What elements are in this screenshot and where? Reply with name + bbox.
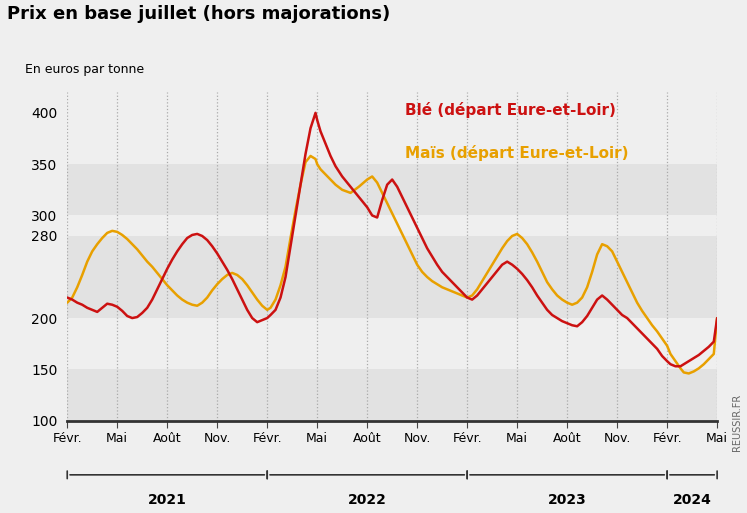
Bar — [67, 215, 717, 236]
Bar — [67, 92, 717, 164]
Bar — [67, 318, 717, 369]
Text: En euros par tonne: En euros par tonne — [25, 63, 144, 76]
Bar — [67, 236, 717, 318]
Text: 2024: 2024 — [673, 493, 712, 507]
Text: REUSSIR.FR: REUSSIR.FR — [732, 394, 742, 451]
Text: Prix en base juillet (hors majorations): Prix en base juillet (hors majorations) — [7, 5, 391, 23]
Text: 2021: 2021 — [148, 493, 187, 507]
Text: 2023: 2023 — [548, 493, 586, 507]
Text: Blé (départ Eure-et-Loir): Blé (départ Eure-et-Loir) — [405, 102, 616, 118]
Bar — [67, 369, 717, 421]
Text: 2022: 2022 — [348, 493, 387, 507]
Text: Maïs (départ Eure-et-Loir): Maïs (départ Eure-et-Loir) — [405, 145, 629, 161]
Bar — [67, 164, 717, 215]
